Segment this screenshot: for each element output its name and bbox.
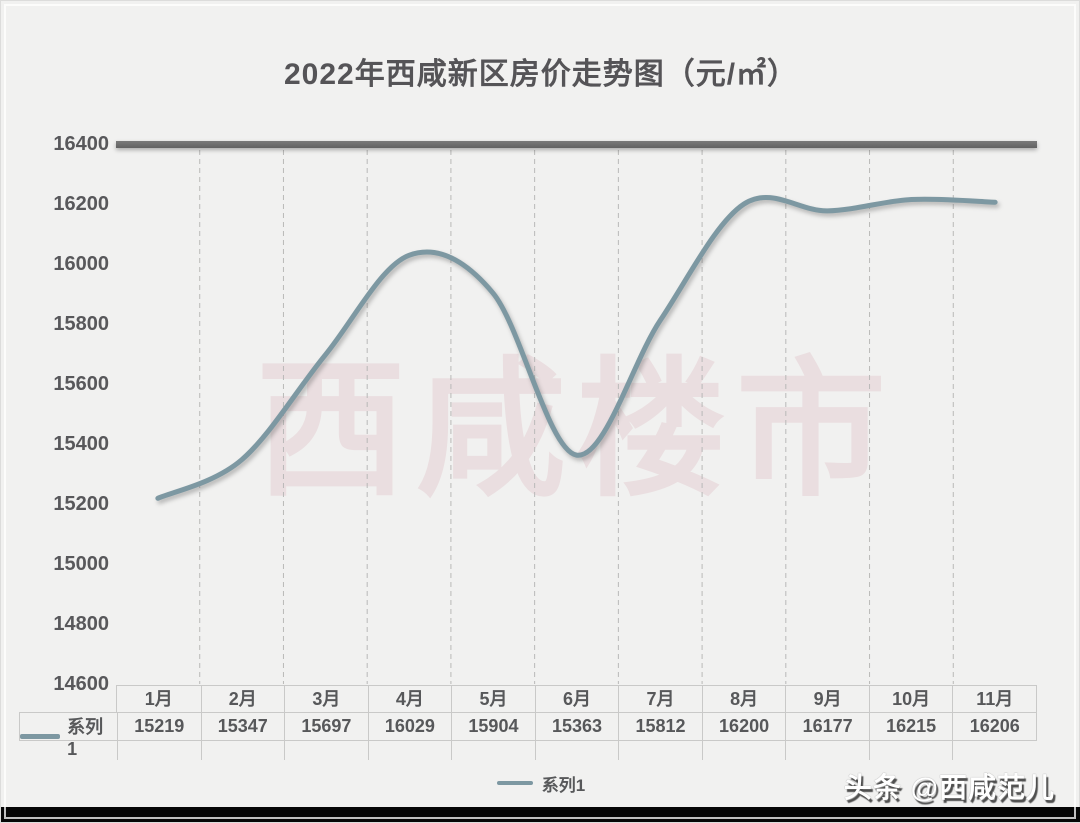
price-value-cell: 16215 xyxy=(868,713,953,760)
watermark-credit: 头条 @西咸范儿 xyxy=(843,772,1055,803)
month-header-cell: 1月 xyxy=(144,689,173,709)
series-line-swatch-icon xyxy=(20,734,61,739)
price-line-chart xyxy=(155,150,998,684)
series-row-header: 系列1 xyxy=(20,713,117,760)
table-header-row: 1月 2月 3月 4月 5月 6月 7月 8月 9月 10月 11月 xyxy=(116,685,1037,713)
month-header-cell: 11月 xyxy=(952,686,1036,712)
price-value-cell: 15363 xyxy=(534,713,619,760)
price-value-cell: 15697 xyxy=(284,713,368,760)
chart-title: 2022年西咸新区房价走势图（元/㎡） xyxy=(283,58,799,91)
price-value-cell: 15904 xyxy=(451,713,535,760)
price-value-cell: 15219 xyxy=(117,713,201,760)
month-header-cell: 8月 xyxy=(701,686,786,712)
legend-line-swatch-icon xyxy=(496,781,533,785)
legend-series-label: 系列1 xyxy=(541,775,586,795)
bottom-black-bar xyxy=(1,807,1080,822)
month-header-cell: 5月 xyxy=(451,686,535,712)
month-header-cell: 9月 xyxy=(785,686,869,712)
month-header-cell: 6月 xyxy=(534,686,619,712)
y-axis-tick-label: 14600 xyxy=(53,673,109,695)
month-header-cell: 10月 xyxy=(868,686,953,712)
vertical-gridlines xyxy=(199,150,954,684)
plot-top-border-bar xyxy=(116,141,1037,148)
y-axis-tick-label: 16200 xyxy=(53,193,109,215)
month-header-cell: 7月 xyxy=(618,686,702,712)
price-value-cell: 16206 xyxy=(952,713,1036,760)
month-header-cell: 3月 xyxy=(284,686,368,712)
price-series-line xyxy=(155,195,998,501)
chart-legend: 系列1 xyxy=(1,771,1080,795)
series-name: 系列1 xyxy=(67,717,104,759)
price-value-cell: 16200 xyxy=(701,713,786,760)
y-axis-tick-label: 16400 xyxy=(53,133,109,155)
y-axis-tick-label: 16000 xyxy=(53,253,109,275)
table-data-row: 系列1 15219 15347 15697 16029 15904 15363 15812 1… xyxy=(19,712,1037,760)
y-axis-tick-label: 15400 xyxy=(53,433,109,455)
month-header-cell: 2月 xyxy=(200,686,285,712)
y-axis-tick-label: 15800 xyxy=(53,313,109,335)
price-value-cell: 15812 xyxy=(618,713,702,760)
y-axis-tick-label: 15200 xyxy=(53,493,109,515)
y-axis-tick-label: 14800 xyxy=(53,613,109,635)
price-value-cell: 15347 xyxy=(200,713,285,760)
month-header-cell: 4月 xyxy=(367,686,452,712)
y-axis-tick-label: 15600 xyxy=(53,373,109,395)
y-axis-tick-label: 15000 xyxy=(53,553,109,575)
price-value-cell: 16029 xyxy=(367,713,452,760)
plot-watermark-text: 西咸楼市 xyxy=(255,342,896,518)
price-value-cell: 16177 xyxy=(785,713,869,760)
